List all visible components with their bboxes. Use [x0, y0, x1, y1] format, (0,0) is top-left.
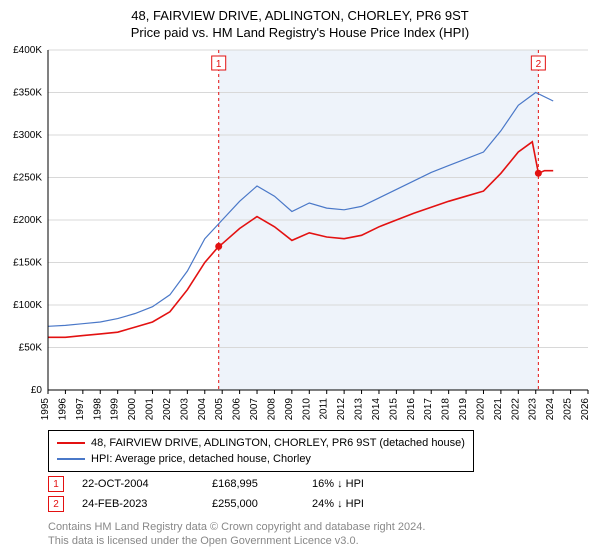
- transaction-price: £168,995: [212, 478, 312, 490]
- svg-text:2025: 2025: [563, 398, 574, 421]
- transaction-row: 2 24-FEB-2023 £255,000 24% ↓ HPI: [48, 494, 412, 514]
- svg-text:2004: 2004: [197, 398, 208, 421]
- svg-text:2011: 2011: [319, 398, 330, 420]
- svg-text:2006: 2006: [232, 398, 243, 421]
- svg-text:2022: 2022: [510, 398, 521, 421]
- svg-text:2010: 2010: [301, 398, 312, 421]
- legend-swatch: [57, 442, 85, 444]
- legend-label: 48, FAIRVIEW DRIVE, ADLINGTON, CHORLEY, …: [91, 435, 465, 451]
- svg-text:2000: 2000: [127, 398, 138, 421]
- transaction-marker-icon: 1: [48, 476, 64, 492]
- svg-text:1996: 1996: [57, 398, 68, 421]
- svg-text:2: 2: [536, 59, 542, 70]
- transaction-diff: 24% ↓ HPI: [312, 498, 412, 510]
- svg-text:£0: £0: [31, 385, 43, 396]
- svg-text:£50K: £50K: [19, 343, 43, 354]
- svg-text:£300K: £300K: [13, 130, 42, 141]
- footer-attribution: Contains HM Land Registry data © Crown c…: [48, 520, 425, 548]
- transaction-marker-icon: 2: [48, 496, 64, 512]
- svg-text:1995: 1995: [40, 398, 51, 421]
- svg-text:2001: 2001: [145, 398, 156, 421]
- svg-text:1997: 1997: [75, 398, 86, 421]
- transaction-price: £255,000: [212, 498, 312, 510]
- transaction-date: 22-OCT-2004: [82, 478, 212, 490]
- svg-text:1: 1: [216, 59, 222, 70]
- footer-line-1: Contains HM Land Registry data © Crown c…: [48, 520, 425, 534]
- svg-text:£350K: £350K: [13, 88, 42, 99]
- svg-text:1999: 1999: [110, 398, 121, 421]
- svg-text:2024: 2024: [545, 398, 556, 421]
- svg-text:2021: 2021: [493, 398, 504, 421]
- chart-legend: 48, FAIRVIEW DRIVE, ADLINGTON, CHORLEY, …: [48, 430, 474, 472]
- transaction-row: 1 22-OCT-2004 £168,995 16% ↓ HPI: [48, 474, 412, 494]
- svg-text:2002: 2002: [162, 398, 173, 421]
- title-line-1: 48, FAIRVIEW DRIVE, ADLINGTON, CHORLEY, …: [0, 8, 600, 23]
- footer-line-2: This data is licensed under the Open Gov…: [48, 534, 425, 548]
- svg-text:2008: 2008: [266, 398, 277, 421]
- svg-text:2009: 2009: [284, 398, 295, 421]
- svg-text:£100K: £100K: [13, 300, 42, 311]
- svg-text:2017: 2017: [423, 398, 434, 421]
- line-chart: £0£50K£100K£150K£200K£250K£300K£350K£400…: [48, 50, 588, 420]
- svg-text:2014: 2014: [371, 398, 382, 421]
- svg-text:2007: 2007: [249, 398, 260, 421]
- svg-text:£150K: £150K: [13, 258, 42, 269]
- svg-text:£200K: £200K: [13, 215, 42, 226]
- svg-text:2026: 2026: [580, 398, 591, 421]
- transaction-diff: 16% ↓ HPI: [312, 478, 412, 490]
- svg-text:2013: 2013: [354, 398, 365, 421]
- svg-text:2019: 2019: [458, 398, 469, 421]
- title-line-2: Price paid vs. HM Land Registry's House …: [0, 25, 600, 40]
- legend-swatch: [57, 458, 85, 460]
- svg-text:£400K: £400K: [13, 45, 42, 56]
- svg-text:2016: 2016: [406, 398, 417, 421]
- transaction-table: 1 22-OCT-2004 £168,995 16% ↓ HPI 2 24-FE…: [48, 474, 412, 514]
- svg-text:2012: 2012: [336, 398, 347, 421]
- svg-text:2005: 2005: [214, 398, 225, 421]
- svg-text:£250K: £250K: [13, 173, 42, 184]
- svg-text:2018: 2018: [441, 398, 452, 421]
- legend-item: HPI: Average price, detached house, Chor…: [57, 451, 465, 467]
- svg-text:2003: 2003: [179, 398, 190, 421]
- chart-title-block: 48, FAIRVIEW DRIVE, ADLINGTON, CHORLEY, …: [0, 0, 600, 40]
- legend-label: HPI: Average price, detached house, Chor…: [91, 451, 311, 467]
- svg-text:2023: 2023: [528, 398, 539, 421]
- svg-text:2015: 2015: [388, 398, 399, 421]
- svg-text:1998: 1998: [92, 398, 103, 421]
- legend-item: 48, FAIRVIEW DRIVE, ADLINGTON, CHORLEY, …: [57, 435, 465, 451]
- svg-text:2020: 2020: [475, 398, 486, 421]
- transaction-date: 24-FEB-2023: [82, 498, 212, 510]
